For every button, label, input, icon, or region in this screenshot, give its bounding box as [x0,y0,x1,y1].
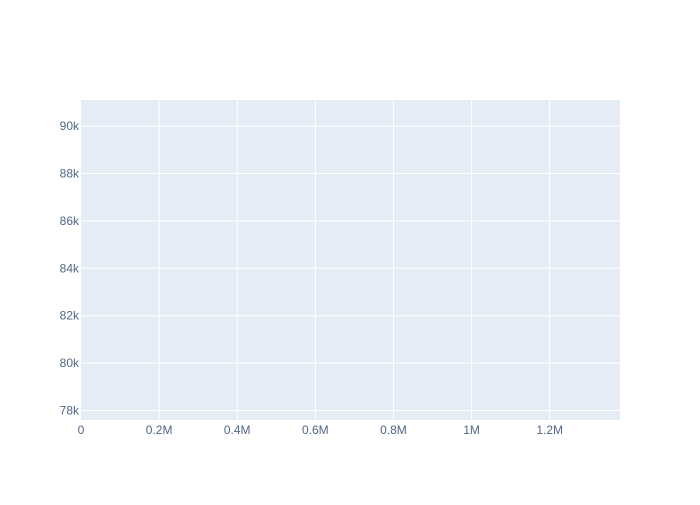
y-tick-label: 90k [60,119,80,133]
y-tick-label: 84k [60,261,80,275]
y-tick-label: 88k [60,166,80,180]
plot-area [81,100,620,420]
y-tick-label: 82k [60,309,80,323]
y-gridlines [81,125,620,412]
x-tick-label: 0.8M [380,423,407,437]
x-tick-label: 1M [463,423,480,437]
x-tick-label: 0.2M [146,423,173,437]
y-tick-label: 78k [60,404,80,418]
y-tick-label: 80k [60,356,80,370]
y-axis-tick-labels: 78k 80k 82k 84k 86k 88k 90k [60,119,80,417]
x-gridlines [158,100,551,420]
x-tick-label: 0.6M [302,423,329,437]
y-tick-label: 86k [60,214,80,228]
x-tick-label: 0 [78,423,85,437]
x-tick-label: 0.4M [224,423,251,437]
x-tick-label: 1.2M [536,423,563,437]
x-axis-tick-labels: 0 0.2M 0.4M 0.6M 0.8M 1M 1.2M [78,423,563,437]
